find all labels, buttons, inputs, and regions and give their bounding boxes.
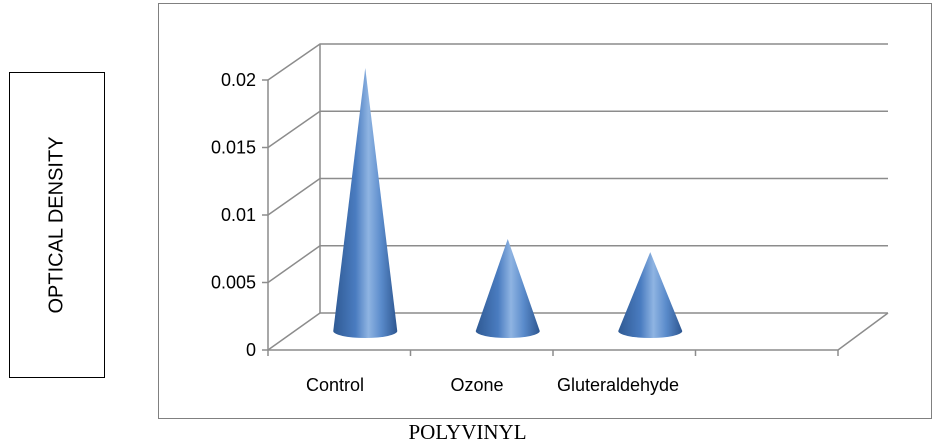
x-category-label: Ozone [450,375,503,395]
x-category-label: Gluteraldehyde [557,375,679,395]
y-axis-label-box: OPTICAL DENSITY [9,72,105,378]
floor-side-edge [267,312,321,351]
x-category-label: Control [306,375,364,395]
cone-bar [618,252,683,339]
gridline [267,245,888,284]
y-tick-label: 0.005 [211,273,256,293]
grid-layer [267,43,889,356]
y-tick-label: 0.02 [221,70,256,90]
chart-area [158,3,932,419]
cone-bar [333,68,398,339]
y-tick-layer: 0 0.005 0.01 0.015 0.02 [211,70,268,360]
y-tick-label: 0 [246,340,256,360]
cone-layer [333,68,683,339]
y-tick-label: 0.01 [221,205,256,225]
cone-bar [475,238,540,339]
gridline [267,110,888,149]
x-axis-label: POLYVINYL [408,420,527,444]
category-label-layer: Control Ozone Gluteraldehyde [306,375,679,395]
y-tick-label: 0.015 [211,138,256,158]
gridline [267,177,888,216]
gridline [267,43,888,81]
